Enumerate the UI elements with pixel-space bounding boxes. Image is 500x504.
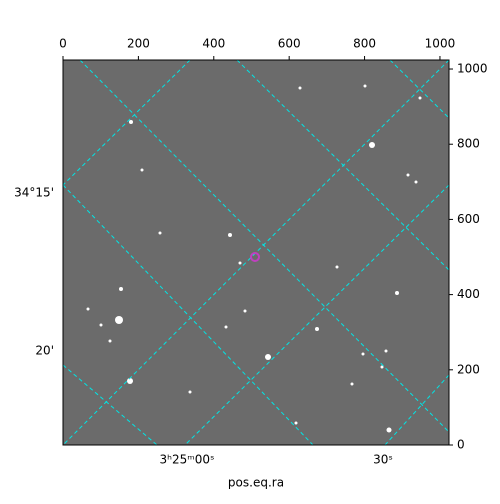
world-y-label: 34°15': [14, 186, 54, 200]
world-x-label: 30ˢ: [373, 453, 393, 467]
frame: [62, 59, 450, 446]
y-tick-label: 400: [457, 287, 480, 301]
x-tick-label: 0: [59, 37, 67, 51]
world-grid: [63, 60, 449, 445]
x-tick-label: 200: [127, 37, 150, 51]
target-marker: [250, 252, 260, 262]
y-tick-label: 600: [457, 212, 480, 226]
y-tick-label: 1000: [457, 62, 488, 76]
x-tick-label: 600: [278, 37, 301, 51]
world-y-label: 20': [35, 344, 54, 358]
world-x-label: 3ʰ25ᵐ00ˢ: [160, 453, 215, 467]
x-tick-label: 400: [202, 37, 225, 51]
y-tick-label: 800: [457, 137, 480, 151]
stars: [86, 84, 422, 433]
x-tick-label: 800: [353, 37, 376, 51]
y-tick-label: 200: [457, 362, 480, 376]
y-tick-label: 0: [457, 438, 465, 452]
x-tick-label: 1000: [425, 37, 456, 51]
x-axis-label: pos.eq.ra: [228, 476, 284, 490]
